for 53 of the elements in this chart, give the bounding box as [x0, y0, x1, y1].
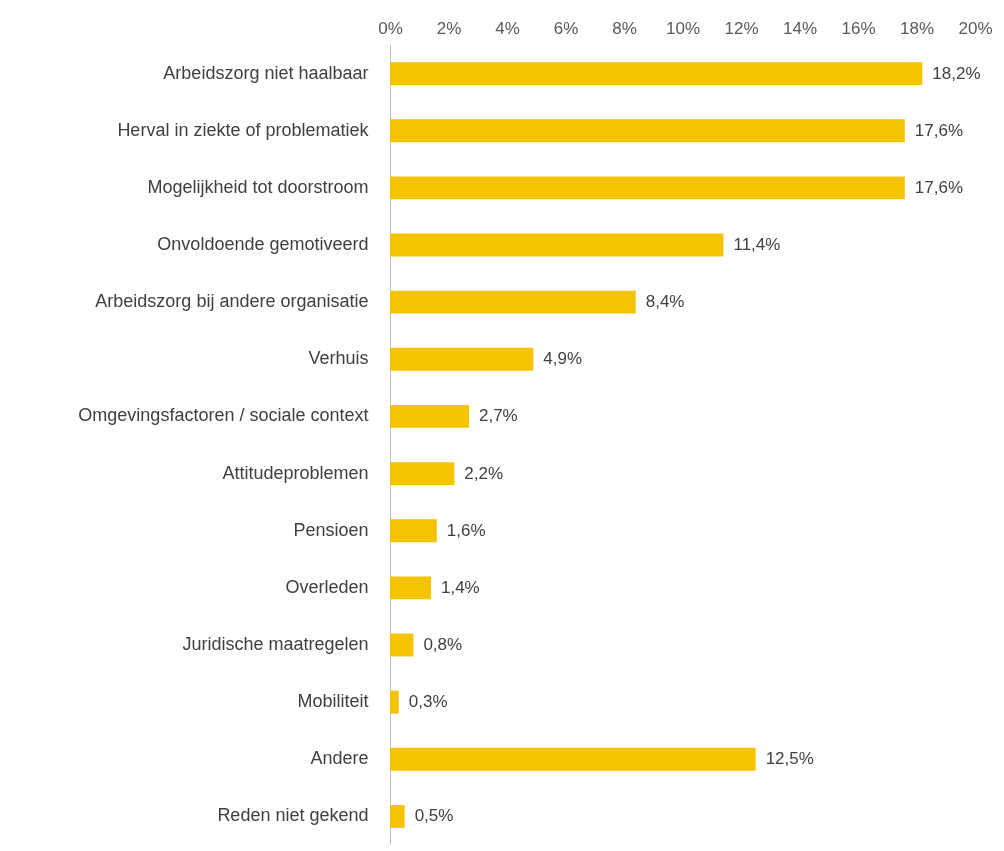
- bar: [390, 119, 905, 143]
- x-tick-label: 12%: [724, 18, 759, 38]
- x-tick-label: 14%: [782, 18, 818, 38]
- data-label: 17,6%: [914, 177, 963, 197]
- data-label: 0,8%: [423, 635, 463, 654]
- x-tick-label: 8%: [612, 18, 637, 38]
- data-label: 4,9%: [543, 349, 583, 369]
- x-tick-label: 16%: [841, 18, 876, 38]
- x-tick-label: 20%: [958, 18, 993, 38]
- bar: [390, 462, 455, 485]
- y-tick-label: Reden niet gekend: [217, 805, 369, 826]
- x-tick-label: 0%: [378, 18, 403, 38]
- bar: [390, 176, 905, 200]
- y-tick-label: Arbeidszorg bij andere organisatie: [95, 291, 369, 312]
- y-tick-label: Pensioen: [293, 519, 369, 540]
- data-label: 1,4%: [440, 577, 480, 597]
- y-tick-label: Overleden: [285, 576, 369, 597]
- x-tick-label: 4%: [495, 18, 520, 38]
- data-label: 18,2%: [932, 63, 981, 83]
- bar: [390, 690, 399, 714]
- y-tick-label: Onvoldoende gemotiveerd: [157, 234, 369, 254]
- y-tick-label: Herval in ziekte of problematiek: [117, 119, 370, 140]
- y-tick-label: Mogelijkheid tot doorstroom: [147, 176, 369, 197]
- bar: [390, 633, 414, 657]
- y-tick-label: Verhuis: [308, 348, 369, 369]
- y-tick-label: Andere: [310, 748, 369, 769]
- y-tick-label: Attitudeproblemen: [222, 462, 369, 483]
- x-tick-label: 10%: [665, 18, 701, 38]
- data-label: 1,6%: [446, 520, 486, 540]
- bar: [390, 233, 724, 257]
- x-tick-label: 6%: [553, 18, 579, 38]
- y-tick-label: Mobiliteit: [297, 691, 369, 712]
- data-label: 17,6%: [914, 120, 963, 140]
- y-tick-label: Juridische maatregelen: [182, 634, 369, 654]
- y-tick-label: Arbeidszorg niet haalbaar: [163, 62, 369, 83]
- bar: [390, 805, 405, 828]
- data-label: 8,4%: [645, 292, 685, 312]
- y-tick-label: Omgevingsfactoren / sociale context: [78, 405, 369, 426]
- bar: [390, 290, 636, 314]
- x-tick-label: 2%: [436, 18, 462, 38]
- data-label: 0,5%: [414, 806, 454, 826]
- bar: [390, 519, 437, 543]
- bar: [390, 747, 756, 771]
- data-label: 11,4%: [733, 235, 781, 254]
- data-label: 2,2%: [464, 463, 504, 483]
- bar: [390, 347, 534, 371]
- bar: [390, 576, 431, 600]
- data-label: 12,5%: [765, 749, 814, 769]
- data-label: 2,7%: [478, 406, 518, 426]
- bar: [390, 62, 923, 85]
- x-tick-label: 18%: [899, 18, 935, 38]
- bar: [390, 405, 469, 428]
- data-label: 0,3%: [408, 692, 448, 712]
